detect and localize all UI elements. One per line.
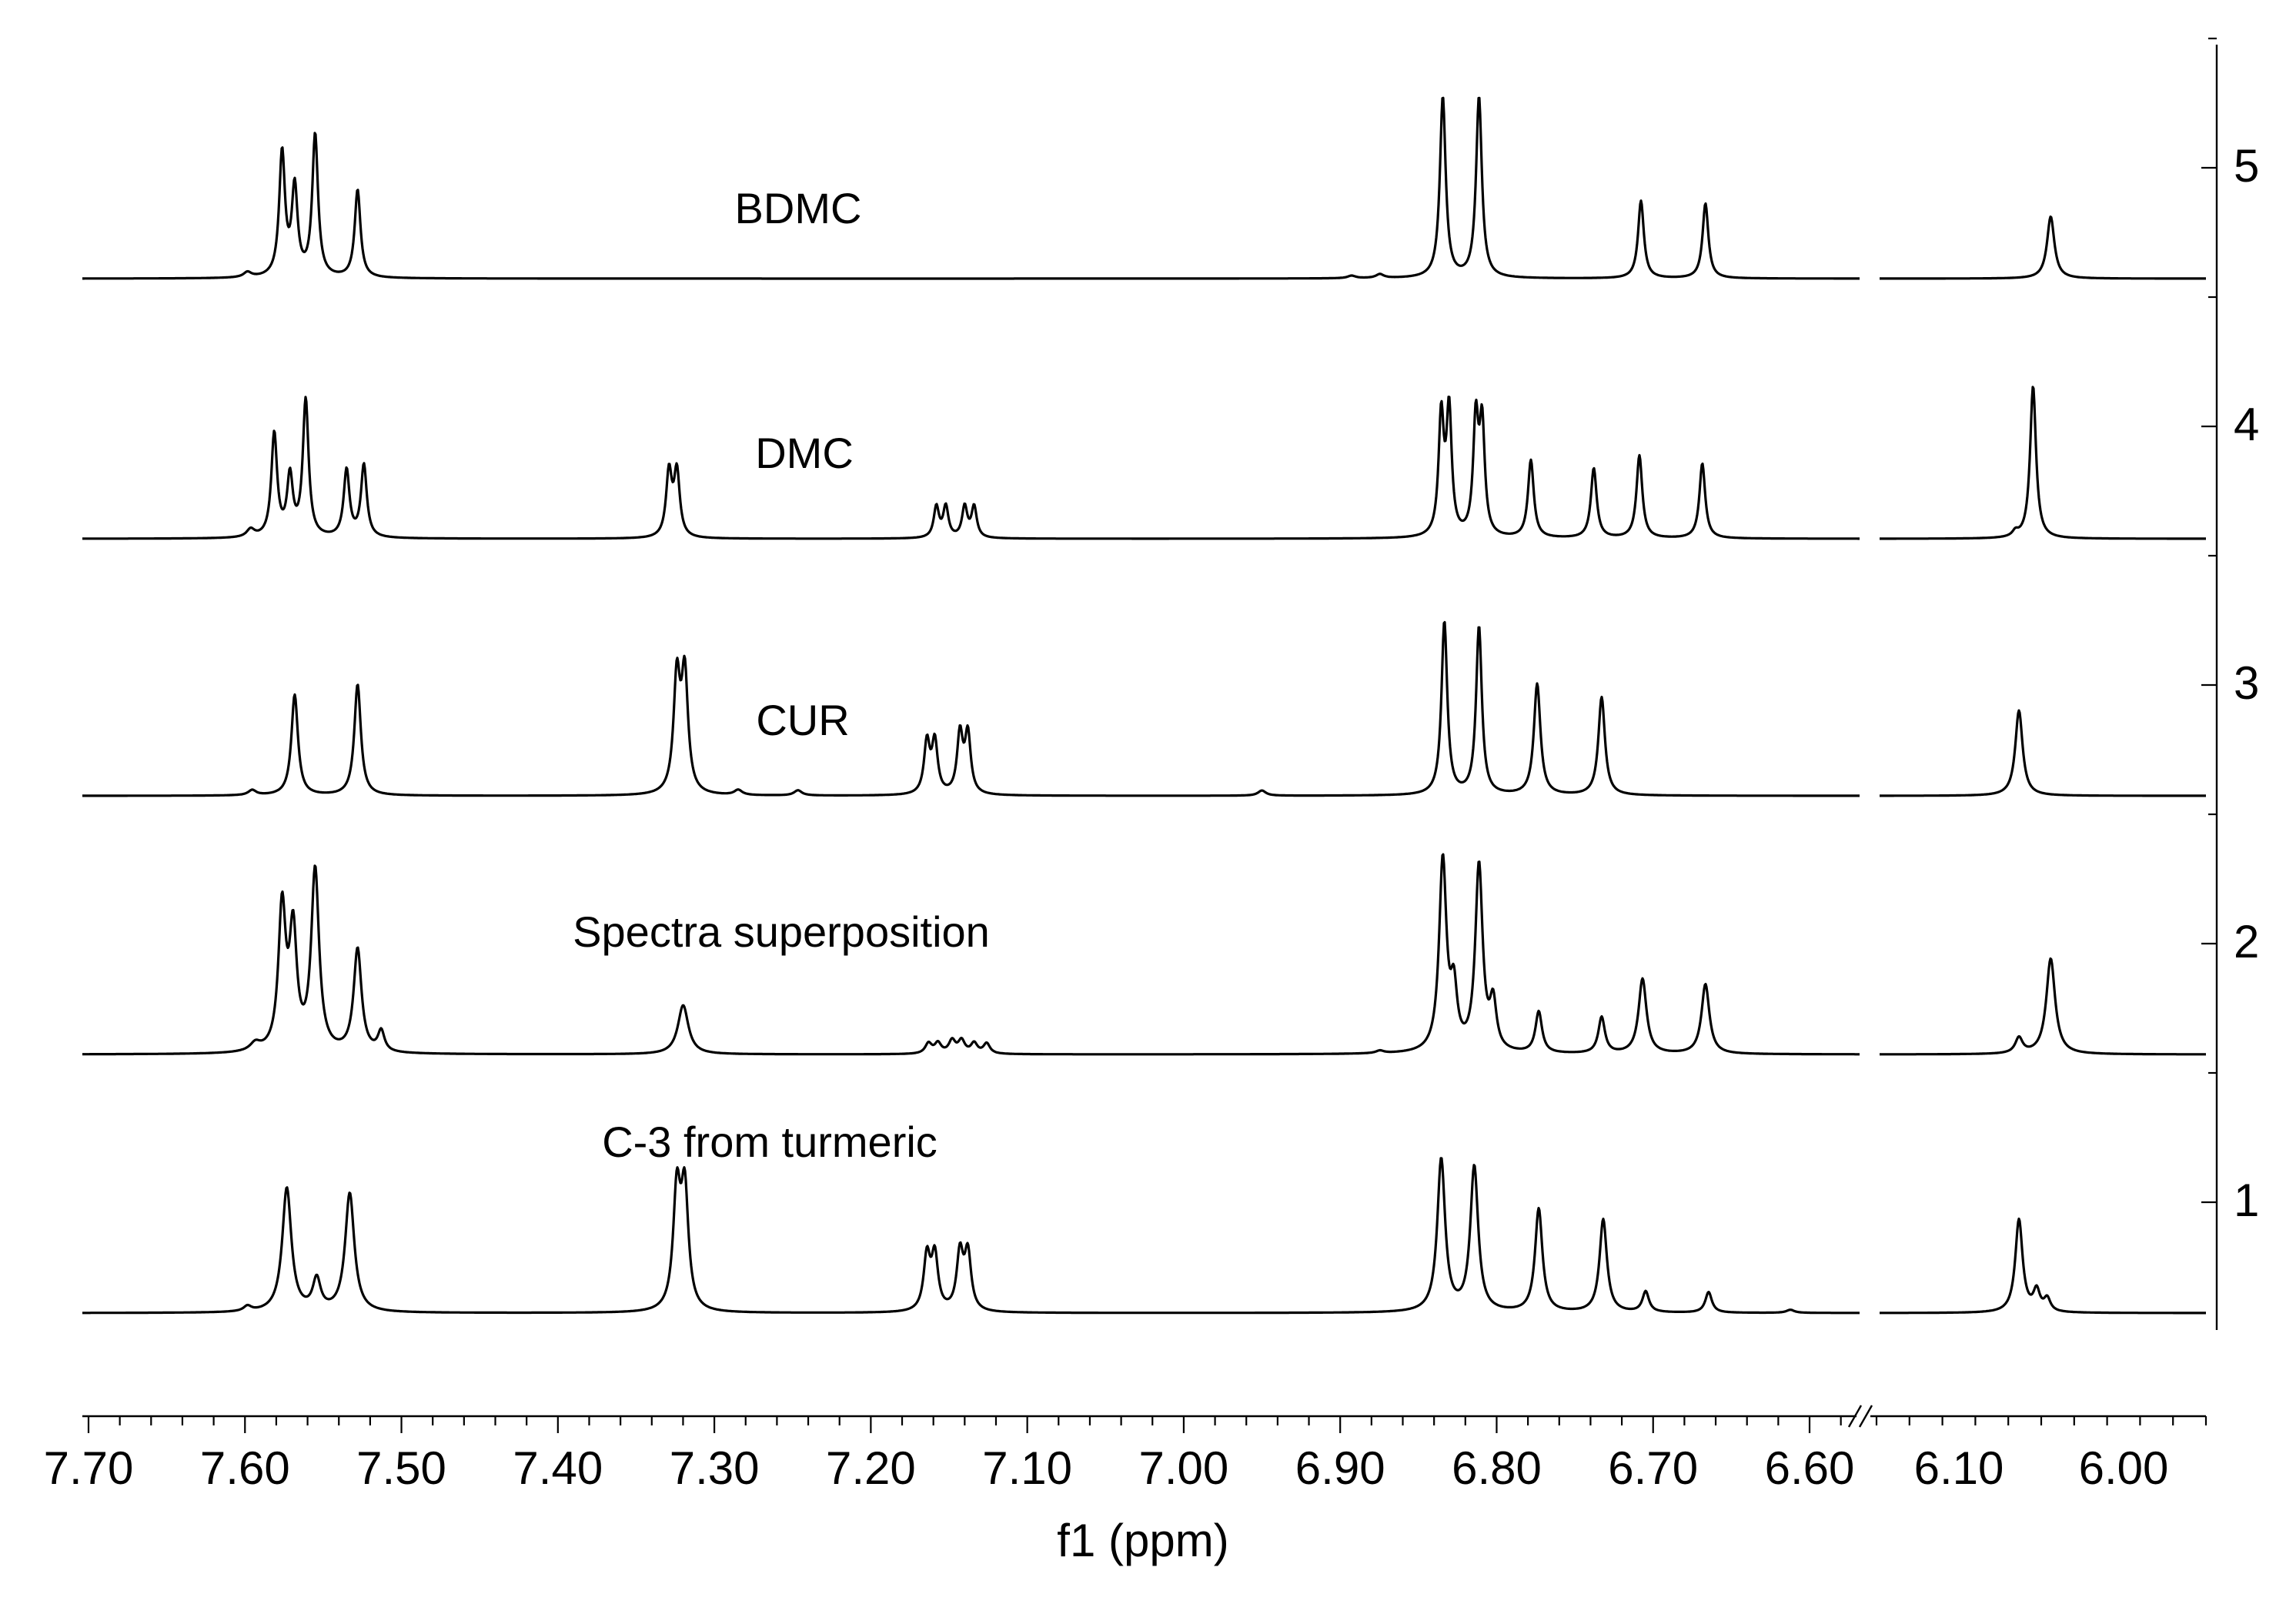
x-tick-label: 7.70 bbox=[44, 1442, 134, 1494]
spectrum-trace-spectra-superposition bbox=[82, 853, 2207, 1056]
x-tick-label: 6.80 bbox=[1452, 1442, 1542, 1494]
y-tick-label: 4 bbox=[2234, 399, 2259, 450]
spectrum-trace-c-3-from-turmeric bbox=[82, 1157, 2207, 1315]
x-axis-break-mark bbox=[1858, 1405, 1873, 1428]
x-axis-label: f1 (ppm) bbox=[1057, 1515, 1228, 1566]
x-tick-label: 7.00 bbox=[1139, 1442, 1229, 1494]
spectrum-trace-dmc bbox=[82, 386, 2207, 540]
label-bdmc: BDMC bbox=[735, 184, 862, 232]
spectrum-trace-bdmc bbox=[82, 96, 2207, 280]
x-tick-label: 7.20 bbox=[826, 1442, 916, 1494]
x-tick-label: 7.60 bbox=[200, 1442, 290, 1494]
spectrum-labels: BDMC DMC CUR Spectra superposition C-3 f… bbox=[573, 184, 990, 1166]
x-tick-label: 6.60 bbox=[1765, 1442, 1855, 1494]
label-cur: CUR bbox=[756, 696, 849, 744]
y-tick-label: 5 bbox=[2234, 140, 2259, 192]
x-tick-label: 7.10 bbox=[982, 1442, 1072, 1494]
label-dmc: DMC bbox=[755, 429, 854, 477]
y-tick-label: 1 bbox=[2234, 1175, 2259, 1226]
x-tick-label: 6.90 bbox=[1295, 1442, 1385, 1494]
label-superposition: Spectra superposition bbox=[573, 907, 990, 956]
spectrum-trace-cur bbox=[82, 620, 2207, 797]
x-tick-label: 6.00 bbox=[2079, 1442, 2169, 1494]
label-c3-turmeric: C-3 from turmeric bbox=[602, 1118, 937, 1166]
x-axis: 7.70 7.60 7.50 7.40 7.30 7.20 7.10 7.00 6.90 6.80… bbox=[44, 1405, 2207, 1494]
y-axis: 1 2 3 4 5 bbox=[2201, 37, 2259, 1330]
y-tick-label: 2 bbox=[2234, 916, 2259, 967]
x-tick-label: 7.40 bbox=[513, 1442, 603, 1494]
x-tick-label: 6.70 bbox=[1608, 1442, 1698, 1494]
x-axis-break-mark bbox=[1847, 1405, 1863, 1428]
x-tick-label: 7.30 bbox=[670, 1442, 760, 1494]
x-tick-label: 6.10 bbox=[1914, 1442, 2004, 1494]
x-tick-label: 7.50 bbox=[356, 1442, 446, 1494]
spectra-traces bbox=[82, 96, 2207, 1315]
y-tick-label: 3 bbox=[2234, 657, 2259, 709]
